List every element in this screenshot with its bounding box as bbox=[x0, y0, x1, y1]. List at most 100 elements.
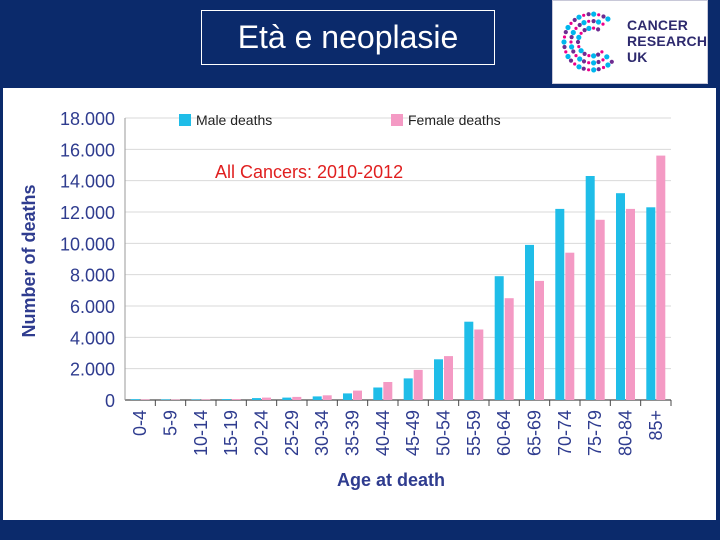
logo-dot bbox=[587, 19, 591, 23]
logo-dot bbox=[574, 26, 578, 30]
x-tick-label: 50-54 bbox=[434, 410, 454, 456]
logo-dot bbox=[601, 58, 605, 62]
logo-dot bbox=[569, 35, 574, 40]
logo-dot bbox=[576, 64, 582, 70]
y-tick-label: 12.000 bbox=[60, 203, 115, 223]
x-tick-label: 5-9 bbox=[161, 410, 181, 436]
x-tick-label: 40-44 bbox=[373, 410, 393, 456]
y-tick-label: 14.000 bbox=[60, 172, 115, 192]
x-tick-label: 0-4 bbox=[130, 410, 150, 436]
y-tick-label: 10.000 bbox=[60, 234, 115, 254]
bar-female-0-4 bbox=[140, 399, 150, 400]
bar-male-75-79 bbox=[585, 176, 595, 400]
logo-dot bbox=[592, 26, 596, 30]
logo-dot bbox=[571, 49, 576, 54]
bar-female-5-9 bbox=[171, 399, 180, 400]
logo-dot bbox=[605, 62, 611, 68]
logo-dots-icon bbox=[561, 11, 614, 73]
logo-dot bbox=[569, 40, 573, 44]
logo-dot bbox=[596, 59, 601, 65]
x-tick-label: 70-74 bbox=[555, 410, 575, 456]
logo-dot bbox=[579, 31, 583, 35]
x-tick-label: 55-59 bbox=[464, 410, 484, 456]
x-tick-label: 25-29 bbox=[282, 410, 302, 456]
x-tick-label: 35-39 bbox=[343, 410, 363, 456]
bar-female-30-34 bbox=[322, 395, 332, 400]
bar-male-25-29 bbox=[282, 397, 292, 400]
bar-female-85+ bbox=[656, 155, 666, 400]
logo-dot bbox=[595, 19, 602, 25]
logo-dot bbox=[562, 44, 567, 50]
logo-dot bbox=[573, 62, 577, 66]
x-tick-label: 75-79 bbox=[585, 410, 605, 456]
logo-dot bbox=[574, 54, 578, 58]
logo-dot bbox=[582, 51, 587, 57]
logo-dot bbox=[601, 22, 605, 26]
logo-dot bbox=[609, 59, 614, 64]
y-tick-label: 16.000 bbox=[60, 140, 115, 160]
legend-label-male: Male deaths bbox=[196, 112, 272, 128]
bar-male-30-34 bbox=[312, 396, 322, 400]
bar-female-65-69 bbox=[535, 280, 544, 400]
chart-title: All Cancers: 2010-2012 bbox=[215, 162, 403, 182]
bar-female-70-74 bbox=[565, 252, 575, 400]
logo-dot bbox=[563, 30, 568, 35]
y-tick-label: 8.000 bbox=[70, 266, 115, 286]
logo-dot bbox=[582, 13, 586, 17]
x-tick-label: 45-49 bbox=[403, 410, 423, 456]
bar-male-35-39 bbox=[343, 393, 352, 400]
logo-dot bbox=[569, 44, 575, 50]
logo-dot bbox=[565, 24, 571, 31]
bar-female-80-84 bbox=[626, 208, 635, 400]
logo-text-line1: CANCER bbox=[627, 17, 689, 33]
bar-male-15-19 bbox=[221, 399, 231, 400]
logo-dot bbox=[564, 50, 568, 54]
logo-dot bbox=[561, 39, 567, 45]
bar-female-25-29 bbox=[292, 396, 302, 400]
logo-dot bbox=[577, 45, 581, 49]
chart-panel: 0 2.000 4.000 6.000 8.000 10.000 12.000 14.000 1… bbox=[3, 88, 716, 520]
x-tick-label: 85+ bbox=[646, 410, 666, 441]
logo-dot bbox=[596, 67, 601, 72]
y-tick-label: 0 bbox=[105, 391, 115, 411]
logo-dot bbox=[582, 28, 587, 33]
logo-text-line3: UK bbox=[627, 49, 648, 65]
bar-male-55-59 bbox=[464, 321, 474, 400]
bar-female-75-79 bbox=[595, 219, 605, 400]
logo-dot bbox=[601, 14, 606, 19]
bar-female-35-39 bbox=[353, 390, 362, 400]
bar-female-55-59 bbox=[474, 329, 484, 400]
bar-female-10-14 bbox=[201, 399, 211, 400]
bar-male-60-64 bbox=[494, 276, 504, 400]
logo-dot bbox=[577, 56, 583, 62]
logo-dot bbox=[587, 68, 591, 72]
slide-title: Età e neoplasie bbox=[201, 10, 495, 65]
bar-male-70-74 bbox=[555, 208, 565, 400]
logo-dot bbox=[568, 58, 574, 63]
logo-dot bbox=[576, 14, 582, 20]
x-tick-label: 30-34 bbox=[312, 410, 332, 456]
bar-male-50-54 bbox=[434, 359, 443, 400]
cancer-research-uk-logo: CANCER RESEARCH UK bbox=[552, 0, 708, 84]
x-tick-label: 15-19 bbox=[221, 410, 241, 456]
logo-dot bbox=[591, 11, 597, 17]
logo-dot bbox=[581, 59, 587, 64]
logo-dot bbox=[587, 54, 591, 58]
logo-dot bbox=[586, 12, 591, 17]
logo-dot bbox=[597, 13, 601, 17]
logo-dot bbox=[576, 34, 582, 40]
legend-swatch-female bbox=[391, 114, 403, 126]
logo-dot bbox=[591, 53, 597, 59]
logo-dot bbox=[605, 16, 611, 22]
bar-male-45-49 bbox=[403, 378, 413, 400]
logo-dot bbox=[577, 22, 582, 28]
logo-dot bbox=[591, 67, 597, 73]
y-tick-label: 18.000 bbox=[60, 109, 115, 129]
logo-dot bbox=[581, 66, 586, 71]
logo-dot bbox=[565, 53, 571, 60]
bar-male-10-14 bbox=[191, 399, 201, 400]
logo-dot bbox=[562, 35, 567, 39]
logo-dot bbox=[596, 52, 601, 57]
bar-female-15-19 bbox=[231, 399, 241, 400]
bar-female-50-54 bbox=[444, 356, 453, 400]
